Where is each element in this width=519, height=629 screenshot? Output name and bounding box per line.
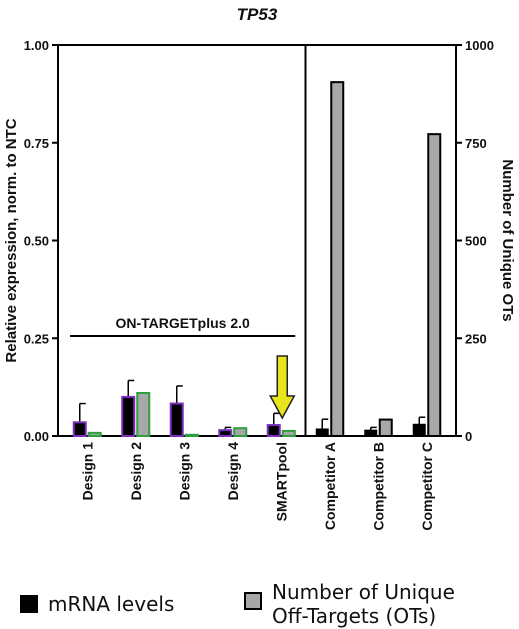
bar-mrna [169,402,184,437]
bar-ots [233,427,248,437]
bar-mrna [72,421,87,438]
right-tick-label: 500 [465,234,487,249]
x-tick-label: Design 4 [225,442,241,501]
chart-title: TP53 [237,5,278,24]
x-tick-label: Competitor A [322,442,338,530]
left-tick-label: 0.25 [24,331,49,346]
labels: TP53 0.00 0.25 0.50 0.75 1.00 0 250 500 750 1000 Re… [3,5,516,531]
legend-swatch-ots [244,592,262,610]
bar-ots [281,429,296,437]
y-axis-title-right: Number of Unique OTs [499,159,516,321]
x-tick-label: Design 3 [176,442,192,501]
y-axis-title-left: Relative expression, norm. to NTC [3,118,20,362]
bar-ots [136,391,151,437]
bar-mrna [412,423,426,437]
legend-swatch-mrna [20,595,38,613]
left-tick-label: 0.00 [24,429,49,444]
chart: TP53 0.00 0.25 0.50 0.75 1.00 0 250 500 750 1000 Re… [3,5,516,531]
x-tick-label: SMARTpool [273,442,289,521]
x-tick-label: Design 1 [79,442,95,501]
bar-mrna [364,429,378,437]
left-tick-label: 0.50 [24,234,49,249]
bar-ots [184,433,199,437]
bar-mrna [266,424,281,438]
legend-label-mrna: mRNA levels [48,592,175,616]
bar-mrna [218,429,233,438]
bar-mrna [315,428,329,437]
bar-ots [87,431,102,438]
left-tick-label: 1.00 [24,38,49,53]
right-tick-label: 750 [465,136,487,151]
x-tick-label: Competitor C [419,442,435,531]
left-tick-label: 0.75 [24,136,49,151]
bars [72,81,442,438]
bar-ots [427,133,442,437]
annotation-label: ON-TARGETplus 2.0 [115,315,250,331]
x-tick-label: Competitor B [370,442,386,531]
x-tick-label: Design 2 [128,442,144,501]
bar-ots [330,81,345,438]
legend-item-ots: Number of Unique Off-Targets (OTs) [244,574,455,628]
right-tick-label: 0 [465,429,472,444]
right-tick-label: 250 [465,331,487,346]
highlight-arrow [268,355,296,420]
bar-ots [378,418,393,438]
bar-mrna [121,395,136,437]
axes [52,44,462,437]
legend-label-ots: Number of Unique Off-Targets (OTs) [272,580,455,628]
right-tick-label: 1000 [465,38,494,53]
legend: mRNA levels Number of Unique Off-Targets… [0,574,519,629]
legend-item-mrna: mRNA levels [20,592,174,616]
